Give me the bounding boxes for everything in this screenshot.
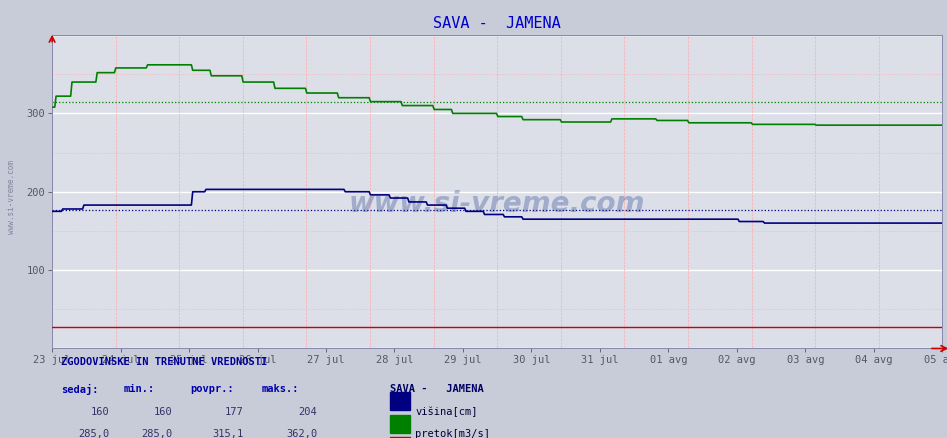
Text: www.si-vreme.com: www.si-vreme.com [7,160,16,234]
Text: SAVA -   JAMENA: SAVA - JAMENA [390,384,484,394]
Text: 160: 160 [91,406,110,417]
Text: sedaj:: sedaj: [61,384,98,396]
Text: 362,0: 362,0 [286,429,317,438]
Text: 177: 177 [224,406,243,417]
Text: 204: 204 [298,406,317,417]
Text: višina[cm]: višina[cm] [416,406,478,417]
Text: www.si-vreme.com: www.si-vreme.com [348,190,646,218]
Text: 160: 160 [153,406,172,417]
Bar [390,392,410,410]
Bar [390,415,410,433]
Text: 285,0: 285,0 [79,429,110,438]
Text: maks.:: maks.: [261,384,298,394]
Bar [390,437,410,438]
Text: 315,1: 315,1 [212,429,243,438]
Text: min.:: min.: [123,384,154,394]
Text: pretok[m3/s]: pretok[m3/s] [416,429,491,438]
Text: 285,0: 285,0 [141,429,172,438]
Title: SAVA -  JAMENA: SAVA - JAMENA [434,16,561,31]
Text: povpr.:: povpr.: [190,384,234,394]
Text: ZGODOVINSKE IN TRENUTNE VREDNOSTI: ZGODOVINSKE IN TRENUTNE VREDNOSTI [61,357,267,367]
